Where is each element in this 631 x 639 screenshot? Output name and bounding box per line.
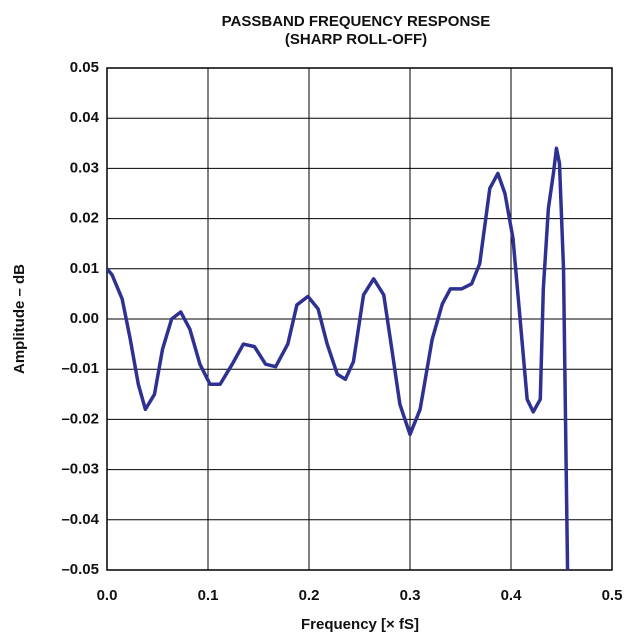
y-tick-label: –0.02 [61, 410, 99, 427]
y-tick-label: –0.05 [61, 561, 99, 578]
y-tick-label: 0.05 [70, 59, 99, 76]
x-tick-label: 0.1 [198, 587, 219, 604]
y-tick-label: –0.03 [61, 461, 99, 478]
y-tick-label: 0.04 [70, 109, 100, 126]
y-tick-label: –0.01 [61, 360, 99, 377]
x-tick-label: 0.4 [501, 587, 523, 604]
x-tick-label: 0.5 [602, 587, 623, 604]
y-tick-label: 0.01 [70, 260, 99, 277]
chart-subtitle: (SHARP ROLL-OFF) [285, 31, 427, 48]
x-tick-label: 0.3 [400, 587, 421, 604]
chart-title: PASSBAND FREQUENCY RESPONSE [222, 13, 491, 30]
line-series [105, 146, 570, 571]
y-tick-label: 0.00 [70, 310, 99, 327]
y-tick-label: 0.03 [70, 159, 99, 176]
x-tick-label: 0.0 [97, 587, 118, 604]
y-tick-label: –0.04 [61, 511, 99, 528]
x-tick-label: 0.2 [299, 587, 320, 604]
y-tick-label: 0.02 [70, 210, 99, 227]
plot-frame [106, 67, 613, 571]
y-axis-label: Amplitude – dB [11, 264, 28, 374]
x-axis-label: Frequency [× fS] [301, 616, 419, 633]
